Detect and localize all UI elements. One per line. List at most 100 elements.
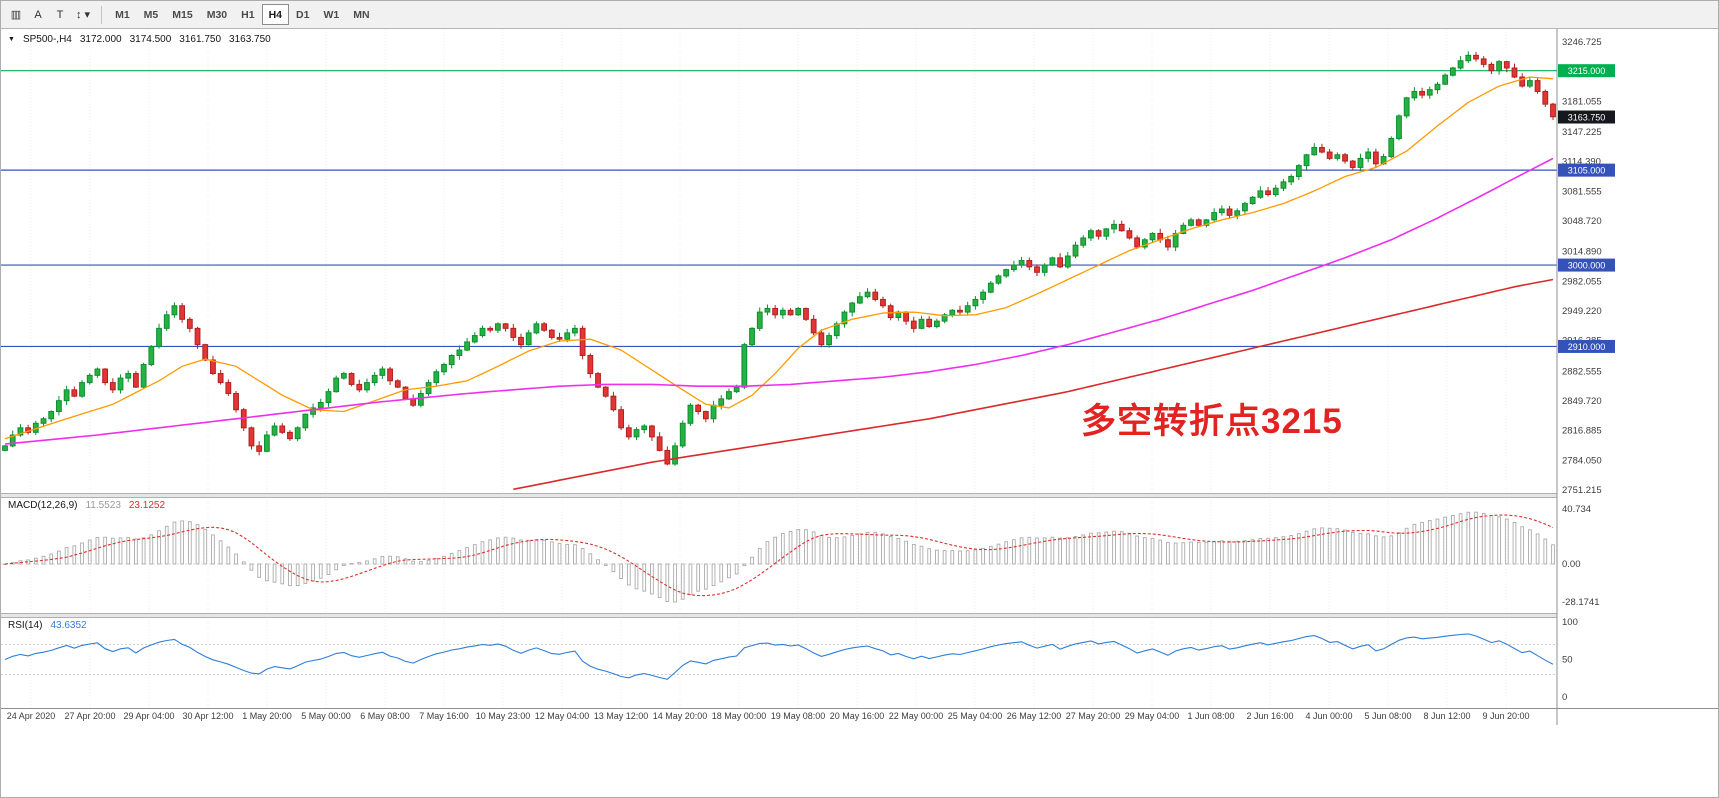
- candle: [40, 416, 47, 427]
- candle: [294, 426, 301, 442]
- candle: [1349, 159, 1356, 171]
- macd-histogram-bar: [1212, 541, 1216, 565]
- macd-histogram-bar: [842, 536, 847, 565]
- candle: [1465, 51, 1472, 63]
- time-axis-label: 1 Jun 08:00: [1187, 711, 1234, 721]
- macd-histogram-bar: [434, 558, 439, 565]
- price-tick-label: 2751.215: [1562, 485, 1602, 496]
- macd-histogram-bar: [118, 537, 123, 565]
- macd-histogram-bar: [1435, 518, 1440, 565]
- candle: [656, 432, 663, 452]
- price-tick-label: 3081.555: [1562, 186, 1602, 197]
- macd-histogram-bar: [342, 563, 346, 567]
- price-axis[interactable]: [1557, 29, 1719, 708]
- candle: [202, 343, 209, 362]
- timeframe-button-m5[interactable]: M5: [137, 4, 166, 25]
- timeframe-button-m1[interactable]: M1: [108, 4, 137, 25]
- macd-histogram-bar: [103, 536, 107, 565]
- svg-text:3000.000: 3000.000: [1568, 261, 1606, 271]
- macd-histogram-bar: [134, 538, 138, 565]
- macd-histogram-bar: [249, 563, 254, 571]
- macd-histogram-bar: [1258, 538, 1263, 565]
- time-axis-label: 5 Jun 08:00: [1364, 711, 1411, 721]
- candle: [1257, 186, 1264, 199]
- candle: [433, 369, 440, 386]
- candle: [471, 332, 478, 344]
- timeframe-button-mn[interactable]: MN: [346, 4, 376, 25]
- macd-histogram-bar: [1451, 514, 1455, 565]
- panel-splitter[interactable]: [1, 493, 1719, 498]
- svg-text:2910.000: 2910.000: [1568, 342, 1606, 352]
- macd-histogram-bar: [1204, 541, 1209, 565]
- toolbar-icon-group: ▥ A T ↕ ▾: [5, 4, 95, 25]
- chart-marker-icon: ▼: [8, 36, 15, 43]
- macd-histogram-bar: [973, 549, 978, 565]
- candle: [1026, 257, 1033, 271]
- candle: [302, 413, 309, 431]
- timeframe-button-w1[interactable]: W1: [316, 4, 346, 25]
- macd-name: MACD(12,26,9): [8, 500, 78, 511]
- chart-annotation-text[interactable]: 多空转折点3215: [1081, 402, 1343, 441]
- timeframe-button-m15[interactable]: M15: [165, 4, 199, 25]
- macd-histogram-bar: [626, 563, 631, 586]
- price-tick-label: 3181.055: [1562, 96, 1602, 107]
- macd-histogram-bar: [596, 559, 600, 565]
- macd-histogram-bar: [1089, 532, 1093, 565]
- macd-histogram-bar: [1035, 537, 1039, 565]
- candle: [256, 441, 263, 456]
- timeframe-button-h4[interactable]: H4: [261, 4, 290, 25]
- price-tick-label: 2816.885: [1562, 426, 1602, 437]
- time-axis-label: 24 Apr 2020: [7, 711, 56, 721]
- candle: [710, 400, 717, 423]
- candle: [1018, 256, 1025, 268]
- macd-histogram-bar: [911, 544, 916, 565]
- macd-histogram-bar: [1458, 513, 1463, 565]
- macd-histogram-bar: [1189, 541, 1193, 565]
- candle: [972, 296, 979, 310]
- macd-histogram-bar: [634, 563, 639, 590]
- macd-histogram-bar: [1389, 535, 1394, 565]
- macd-histogram-bar: [757, 548, 762, 565]
- macd-histogram-bar: [519, 539, 523, 565]
- candle: [456, 345, 463, 360]
- drawing-tools-dropdown-icon[interactable]: ↕ ▾: [71, 4, 95, 25]
- candle: [1165, 235, 1171, 251]
- candle: [1434, 81, 1441, 94]
- candle: [1496, 60, 1502, 75]
- candle: [625, 424, 632, 440]
- macd-histogram-bar: [265, 563, 269, 582]
- candle: [687, 403, 694, 426]
- candle: [348, 372, 355, 387]
- candle: [1326, 148, 1333, 161]
- candle: [872, 288, 879, 302]
- macd-histogram-bar: [804, 529, 808, 565]
- candle: [664, 446, 671, 466]
- macd-histogram-bar: [64, 547, 69, 565]
- text-tool-icon[interactable]: T: [49, 4, 71, 25]
- macd-histogram-bar: [1466, 511, 1471, 565]
- macd-histogram-bar: [472, 544, 477, 565]
- candle: [163, 310, 170, 331]
- macd-histogram-bar: [1358, 532, 1363, 565]
- cursor-a-icon[interactable]: A: [27, 4, 49, 25]
- timeframe-button-d1[interactable]: D1: [289, 4, 316, 25]
- macd-histogram-bar: [811, 531, 816, 565]
- timeframe-button-m30[interactable]: M30: [200, 4, 234, 25]
- candle: [325, 388, 332, 407]
- candle: [1226, 205, 1233, 219]
- candle: [641, 424, 648, 434]
- macd-histogram-bar: [888, 536, 893, 565]
- timeframe-button-h1[interactable]: H1: [234, 4, 261, 25]
- price-tick-label: 2882.555: [1562, 366, 1602, 377]
- candle: [248, 426, 255, 450]
- candle: [487, 326, 494, 333]
- panel-splitter[interactable]: [1, 613, 1719, 618]
- toolbar: ▥ A T ↕ ▾ M1 M5 M15 M30 H1 H4 D1 W1 MN: [1, 1, 1718, 29]
- candle: [1188, 217, 1194, 227]
- candle: [1480, 56, 1487, 68]
- macd-histogram-bar: [1119, 531, 1124, 565]
- chart-window-icon[interactable]: ▥: [5, 4, 27, 25]
- macd-histogram-bar: [680, 563, 685, 600]
- candle: [548, 328, 555, 340]
